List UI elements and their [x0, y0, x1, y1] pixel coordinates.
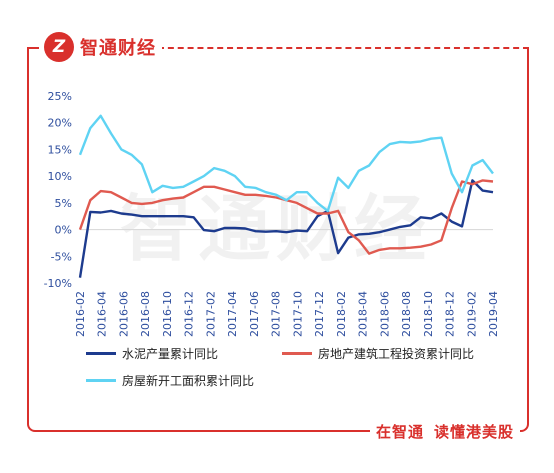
frame-top-line-right [158, 47, 529, 49]
watermark: 智通财经 [120, 187, 433, 271]
x-axis: 2016-02 2016-04 2016-06 2016-08 2016-10 2016-… [74, 291, 500, 337]
x-tick-label: 2016-02 [74, 291, 87, 337]
x-tick-label: 2016-04 [96, 291, 109, 337]
x-tick-label: 2017-04 [226, 291, 239, 337]
legend-item-new-construction: 房屋新开工面积累计同比 [86, 372, 254, 389]
y-tick-label: 0% [55, 224, 72, 237]
legend-label-real-estate: 房地产建筑工程投资累计同比 [318, 347, 475, 361]
x-tick-label: 2017-10 [291, 291, 304, 337]
legend-swatch-new-construction [86, 379, 116, 382]
x-tick-label: 2019-04 [487, 291, 500, 337]
x-tick-label: 2018-08 [400, 291, 413, 337]
x-tick-label: 2018-06 [378, 291, 391, 337]
legend-item-cement: 水泥产量累计同比 [86, 345, 218, 362]
brand-logo-icon: Z [44, 32, 74, 62]
slogan-part-2: 读懂港美股 [433, 423, 514, 441]
x-tick-label: 2016-08 [139, 291, 152, 337]
x-tick-label: 2017-12 [313, 291, 326, 337]
chart-frame [27, 47, 529, 432]
brand-header: Z 智通财经 [44, 30, 162, 64]
y-tick-label: 20% [48, 117, 72, 130]
x-tick-label: 2018-04 [357, 291, 370, 337]
y-tick-label: 25% [48, 90, 72, 103]
x-tick-label: 2016-06 [117, 291, 130, 337]
legend-label-cement: 水泥产量累计同比 [122, 347, 219, 361]
series-line-cement [78, 179, 494, 278]
x-tick-label: 2018-10 [422, 291, 435, 337]
slogan-part-1: 在智通 [375, 423, 424, 441]
x-tick-label: 2017-08 [270, 291, 283, 337]
y-tick-label: 15% [48, 143, 72, 156]
y-axis: -10% -5% 0% 5% 10% 15% 20% 25% [44, 90, 493, 290]
x-tick-label: 2019-02 [465, 291, 478, 337]
legend-item-real-estate: 房地产建筑工程投资累计同比 [282, 345, 474, 362]
series-line-new-construction [78, 114, 494, 213]
x-tick-label: 2016-12 [183, 291, 196, 337]
y-tick-label: 10% [48, 170, 72, 183]
x-tick-label: 2017-02 [204, 291, 217, 337]
x-tick-label: 2018-02 [335, 291, 348, 337]
frame-top-line-left [27, 47, 39, 49]
y-tick-label: 5% [55, 197, 72, 210]
x-tick-label: 2017-06 [248, 291, 261, 337]
y-tick-label: -5% [51, 250, 72, 263]
y-tick-label: -10% [44, 277, 72, 290]
legend-swatch-real-estate [282, 352, 312, 355]
x-tick-label: 2018-12 [444, 291, 457, 337]
x-tick-label: 2016-10 [161, 291, 174, 337]
series-lines [78, 114, 494, 278]
legend-swatch-cement [86, 352, 116, 355]
brand-name: 智通财经 [80, 38, 156, 59]
slogan: 在智通 读懂港美股 [369, 420, 520, 444]
legend-label-new-construction: 房屋新开工面积累计同比 [122, 374, 255, 388]
